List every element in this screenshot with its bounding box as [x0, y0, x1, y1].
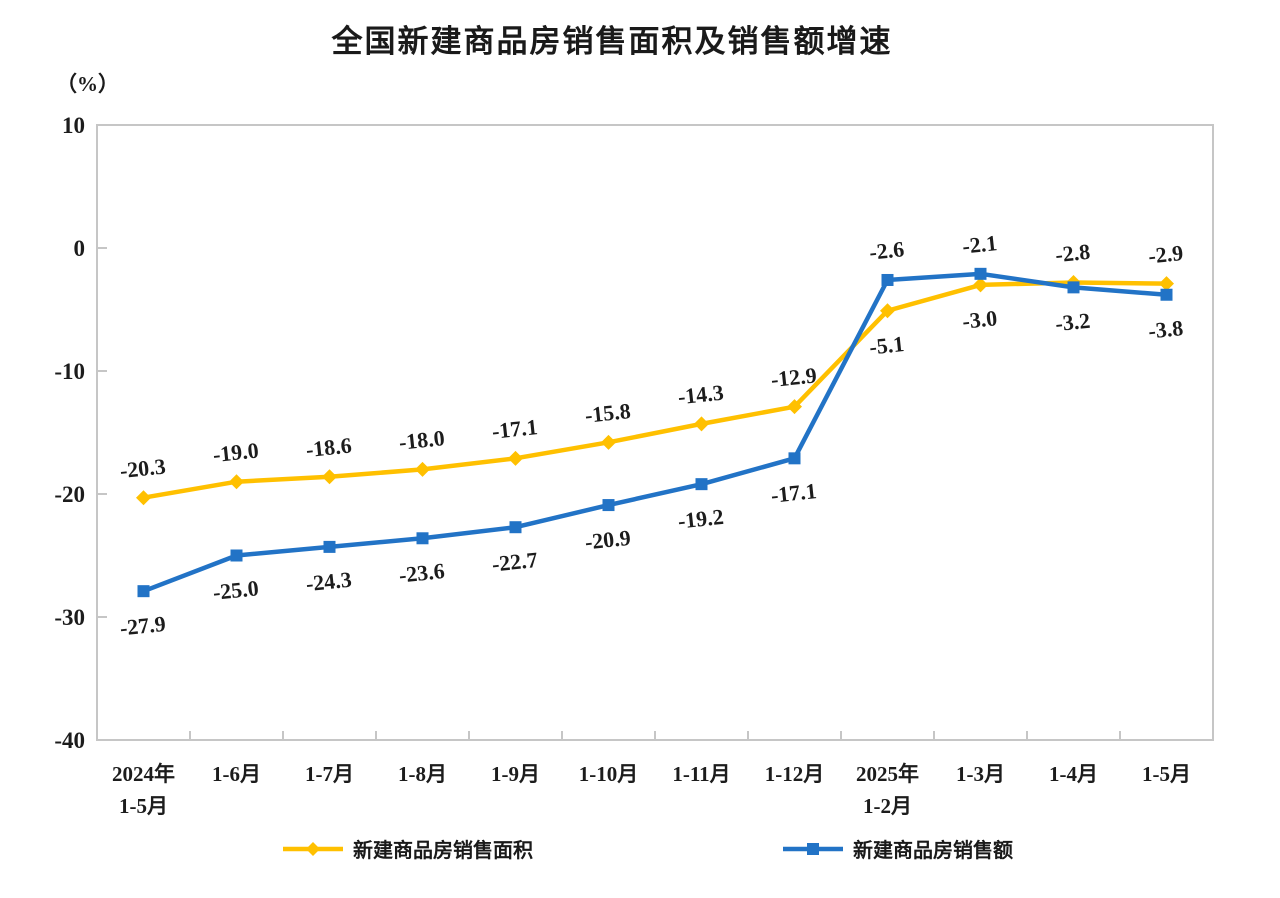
sales-area-data-label: -15.8 — [584, 398, 632, 428]
sales-value-data-label: -23.6 — [398, 558, 446, 588]
sales-value-marker — [137, 585, 150, 598]
sales-area-marker — [136, 490, 151, 506]
sales-value-marker — [323, 540, 336, 553]
sales-value-data-label: -2.6 — [868, 236, 905, 265]
sales-value-line — [142, 271, 1167, 594]
sales-area-marker — [415, 461, 430, 477]
y-axis-tick-label: 0 — [74, 236, 86, 261]
chart-legend: 新建商品房销售面积 新建商品房销售额 — [0, 830, 1280, 870]
sales-area-marker — [322, 469, 337, 485]
sales-value-marker — [881, 273, 894, 286]
sales-value-data-label: -19.2 — [677, 504, 725, 534]
sales-value-data-label: -24.3 — [305, 567, 353, 597]
sales-area-legend-marker-icon — [283, 841, 343, 856]
sales-area-marker — [229, 474, 244, 490]
sales-value-marker — [602, 499, 615, 512]
sales-area-data-label: -12.9 — [770, 362, 818, 392]
sales-area-marker — [1159, 276, 1174, 292]
sales-area-legend-marker — [306, 841, 320, 856]
sales-area-marker — [508, 450, 523, 466]
sales-area-data-label: -14.3 — [677, 380, 725, 410]
sales-value-marker — [509, 521, 522, 534]
sales-value-marker — [974, 267, 987, 280]
y-axis-unit-label: （%） — [56, 72, 119, 96]
sales-value-marker — [1160, 288, 1173, 301]
sales-value-legend-marker-icon — [783, 842, 843, 855]
x-axis-tick-label: 1-4月 — [1049, 762, 1098, 786]
y-axis-tick-label: -20 — [54, 482, 85, 507]
x-axis-tick-label: 1-3月 — [956, 762, 1005, 786]
sales-area-line — [143, 280, 1167, 500]
sales-area-data-label: -18.6 — [305, 432, 353, 462]
sales-value-marker — [1067, 281, 1080, 294]
sales-value-data-label: -25.0 — [212, 575, 260, 605]
sales-area-data-label: -2.9 — [1147, 240, 1184, 269]
y-axis-tick-label: 10 — [62, 113, 85, 138]
sales-value-data-label: -3.2 — [1054, 308, 1091, 337]
x-axis-tick-label: 1-12月 — [765, 762, 825, 786]
y-axis-tick-label: -40 — [54, 728, 85, 753]
sales-area-data-label: -17.1 — [491, 414, 539, 444]
y-axis-tick-label: -10 — [54, 359, 85, 384]
sales-value-marker — [788, 452, 801, 465]
sales-value-marker — [695, 478, 708, 491]
x-axis-tick-label: 1-2月 — [863, 794, 912, 818]
sales-area-data-label: -5.1 — [868, 331, 905, 360]
x-axis-tick-label: 1-5月 — [119, 794, 168, 818]
sales-area-marker — [694, 416, 709, 432]
sales-area-marker — [787, 399, 802, 415]
legend-label-sales-value: 新建商品房销售额 — [853, 840, 1013, 862]
sales-value-data-label: -20.9 — [584, 525, 632, 555]
sales-area-data-label: -20.3 — [119, 453, 167, 483]
sales-area-data-label: -19.0 — [212, 437, 260, 467]
legend-item-sales-area: 新建商品房销售面积 — [282, 834, 533, 863]
x-axis-tick-label: 1-7月 — [305, 762, 354, 786]
sales-area-data-label: -3.0 — [961, 305, 998, 334]
sales-area-marker — [973, 277, 988, 293]
sales-value-data-label: -2.1 — [961, 230, 998, 259]
sales-area-data-label: -2.8 — [1054, 239, 1091, 268]
legend-item-sales-value: 新建商品房销售额 — [782, 834, 1013, 863]
sales-value-legend-marker — [807, 842, 819, 855]
sales-value-marker — [230, 549, 243, 562]
x-axis-tick-label: 2024年 — [112, 762, 175, 786]
x-axis-tick-label: 2025年 — [856, 762, 919, 786]
sales-value-data-label: -3.8 — [1147, 315, 1184, 344]
sales-value-marker — [416, 532, 429, 545]
sales-value-data-label: -17.1 — [770, 478, 818, 508]
x-axis-tick-label: 1-8月 — [398, 762, 447, 786]
sales-value-data-label: -22.7 — [491, 547, 539, 577]
y-axis-tick-label: -30 — [54, 605, 85, 630]
legend-label-sales-area: 新建商品房销售面积 — [353, 840, 533, 862]
sales-value-data-label: -27.9 — [119, 611, 167, 641]
x-axis-tick-label: 1-10月 — [579, 762, 639, 786]
x-axis-tick-label: 1-6月 — [212, 762, 261, 786]
x-axis-tick-label: 1-9月 — [491, 762, 540, 786]
sales-area-marker — [601, 434, 616, 450]
chart-title: 全国新建商品房销售面积及销售额增速 — [331, 24, 893, 59]
x-axis-tick-label: 1-5月 — [1142, 762, 1191, 786]
x-axis-tick-label: 1-11月 — [672, 762, 730, 786]
sales-area-data-label: -18.0 — [398, 425, 446, 455]
sales-area-marker — [880, 303, 895, 319]
